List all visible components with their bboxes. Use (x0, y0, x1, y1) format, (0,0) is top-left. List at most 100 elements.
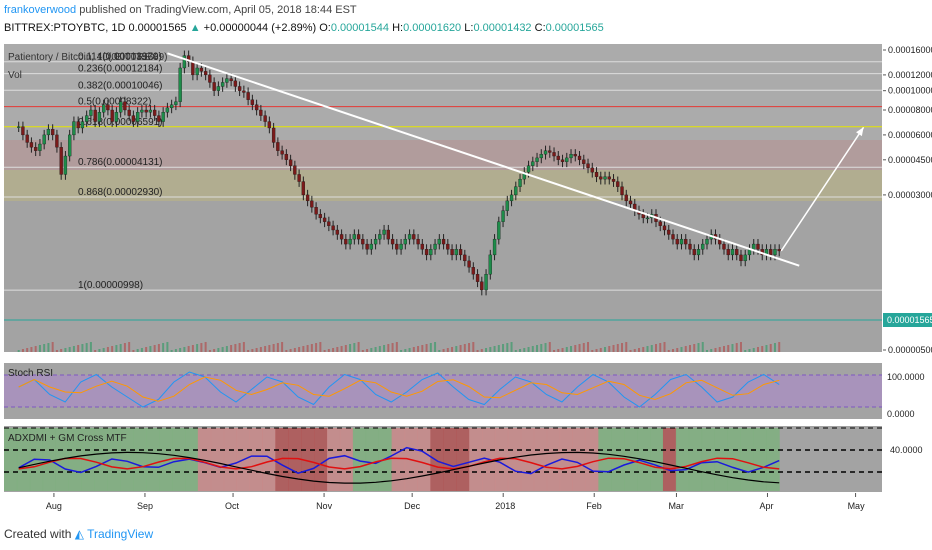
volume-bar (773, 343, 776, 352)
candle-body (93, 109, 97, 122)
volume-bar (582, 343, 585, 352)
price-badge-label: 0.00001565 (887, 315, 932, 325)
volume-bar (85, 343, 88, 352)
tradingview-logo-text[interactable]: TradingView (87, 527, 154, 541)
adx-band (456, 428, 470, 491)
candle-body (212, 82, 216, 91)
candle-body (161, 112, 165, 122)
candle-body (169, 104, 174, 109)
candle-body (191, 61, 195, 76)
volume-bar (553, 350, 556, 352)
volume-bar (739, 342, 742, 352)
volume-bar (778, 342, 781, 352)
volume-bar (425, 344, 428, 352)
volume-bar (149, 346, 152, 352)
candle-body (722, 243, 726, 250)
candle-body (305, 194, 310, 202)
price-axis-label: 0.00016000 (888, 45, 932, 55)
candle-body (165, 107, 170, 113)
adx-band (339, 428, 354, 491)
candle-body (599, 176, 603, 180)
volume-bar (468, 343, 471, 352)
candle-body (382, 229, 386, 235)
author-link[interactable]: frankoverwood (4, 4, 77, 16)
candle-body (675, 238, 679, 245)
candle-body (701, 243, 705, 250)
volume-bar (136, 349, 139, 352)
candle-body (658, 221, 662, 226)
candle-body (263, 115, 267, 122)
volume-bar (672, 349, 675, 352)
time-axis-label: Nov (316, 501, 333, 511)
time-axis[interactable]: Aug Sep Oct Nov Dec 2018 Feb Mar Apr May (46, 493, 865, 511)
candle-body (514, 186, 518, 196)
volume-bar (51, 342, 54, 352)
volume-bar (336, 347, 339, 352)
adx-band (249, 428, 263, 491)
candle-body (97, 112, 102, 122)
volume-bar (166, 342, 169, 352)
trendline[interactable] (167, 52, 800, 267)
candle-body (399, 243, 403, 250)
volume-bar (225, 346, 228, 352)
volume-bar (285, 350, 288, 352)
candle-body (739, 254, 743, 262)
adx-axis-40: 40.0000 (890, 445, 923, 455)
adx-band (159, 428, 173, 491)
volume-bar (417, 346, 420, 352)
stoch-d-line (18, 376, 780, 402)
candle-body (102, 104, 106, 113)
volume-bar (387, 344, 390, 352)
candle-body (416, 238, 420, 245)
target-arrow[interactable] (780, 126, 865, 252)
stoch-axis-0: 0.0000 (887, 409, 915, 419)
candle-body (242, 90, 246, 93)
volume-bar (251, 349, 254, 352)
volume-bar (106, 347, 109, 352)
low-label: L: (464, 22, 474, 34)
volume-bar (162, 343, 165, 352)
volume-bar (621, 343, 624, 352)
candle-body (769, 249, 773, 256)
price-badge (883, 313, 932, 327)
candle-body (777, 249, 781, 252)
volume-bar (179, 348, 182, 352)
volume-bar (38, 345, 41, 352)
fib-zone-yellow (4, 170, 882, 201)
volume-bar (701, 342, 704, 352)
candle-body (684, 238, 688, 245)
candle-body (548, 150, 552, 153)
adx-band (546, 428, 561, 491)
volume-bar (234, 344, 237, 352)
vol-label: Vol (8, 70, 22, 81)
adx-band (675, 428, 690, 491)
candle-body (616, 181, 620, 187)
candle-body (539, 154, 543, 159)
volume-bar (667, 350, 670, 352)
candle-body (543, 150, 548, 155)
candle-body (25, 134, 29, 143)
volume-bar (383, 345, 386, 352)
candle-body (645, 217, 650, 220)
top-fib-label: (0.00015639) (108, 52, 168, 63)
volume-bar (633, 349, 636, 352)
chart-canvas[interactable]: 0.114(0.00013970)0.236(0.00012184) 0.382(… (0, 42, 932, 517)
volume-bar (565, 347, 568, 352)
candle-body (505, 200, 509, 211)
volume-bar (429, 343, 432, 352)
tradingview-logo-icon[interactable]: ◭ (74, 527, 84, 541)
volume-bar (183, 347, 186, 352)
volume-bar (480, 349, 483, 352)
published-text: published on TradingView.com, April 05, … (79, 4, 357, 16)
candle-body (178, 67, 182, 102)
volume-bar (412, 347, 415, 352)
volume-bar (510, 342, 513, 352)
candle-body (497, 221, 501, 240)
volume-bar (735, 343, 738, 352)
fib-label: 0.236(0.00012184) (78, 64, 163, 75)
price-axis[interactable] (883, 44, 932, 352)
volume-bar (55, 350, 58, 352)
volume-bar (659, 343, 662, 352)
price-axis-label: 0.00000500 (888, 345, 932, 355)
volume-bar (744, 350, 747, 352)
